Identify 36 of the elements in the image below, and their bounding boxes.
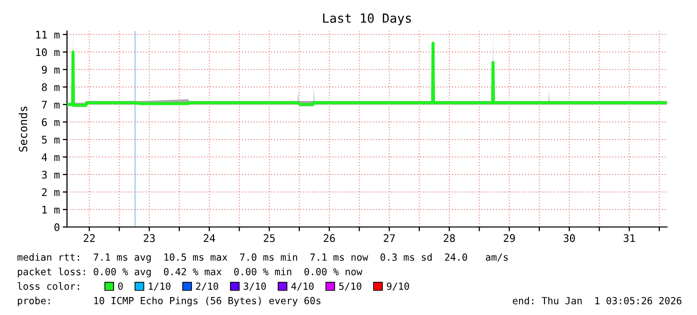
text: loss color: <box>18 282 80 290</box>
text: median rtt: 7.1 ms avg 10.5 ms max 7.0 ms min 7.1 ms now 0.3 ms sd 24.0 am/s <box>18 253 508 263</box>
y-tick-label: 11 m <box>36 30 60 38</box>
x-tick-label: 25 <box>264 234 275 242</box>
y-tick-label: 0 <box>54 223 60 232</box>
legend-label: 9/10 <box>386 282 410 291</box>
y-tick-label: 3 m <box>42 170 60 179</box>
x-tick-label: 23 <box>144 234 155 242</box>
x-tick-label: 28 <box>444 234 455 242</box>
text: end: Thu Jan 1 03:05:26 2026 <box>512 296 682 304</box>
x-tick-label: 30 <box>564 234 575 242</box>
x-tick-label: 31 <box>624 234 635 242</box>
y-tick-label: 2 m <box>42 188 60 196</box>
text: packet loss: 0.00 % avg 0.42 % max 0.00 % min 0.00 % now <box>18 268 362 278</box>
y-tick-label: 8 m <box>42 83 60 92</box>
y-tick-label: 1 m <box>42 206 60 214</box>
y-axis-title: Seconds <box>18 106 28 152</box>
x-tick-label: 26 <box>324 234 335 242</box>
x-tick-label: 29 <box>504 234 515 242</box>
y-tick-label: 10 m <box>36 48 60 56</box>
legend-label: 0 <box>118 282 123 290</box>
y-tick-label: 4 m <box>42 153 60 161</box>
y-tick-label: 5 m <box>42 136 60 144</box>
chart-title: Last 10 Days <box>323 13 411 26</box>
y-tick-label: 7 m <box>42 100 60 108</box>
x-tick-label: 24 <box>204 234 216 242</box>
y-tick-label: 6 m <box>42 118 60 126</box>
x-tick-label: 22 <box>84 234 95 242</box>
y-tick-label: 9 m <box>42 66 60 74</box>
legend-label: 5/10 <box>339 282 362 291</box>
text: probe: 10 ICMP Echo Pings (56 Bytes) every 60s <box>18 296 320 306</box>
legend-label: 3/10 <box>244 282 266 291</box>
x-tick-label: 27 <box>384 234 395 242</box>
legend-label: 4/10 <box>291 282 314 291</box>
legend-label: 1/10 <box>148 282 170 291</box>
legend-label: 2/10 <box>196 282 218 291</box>
